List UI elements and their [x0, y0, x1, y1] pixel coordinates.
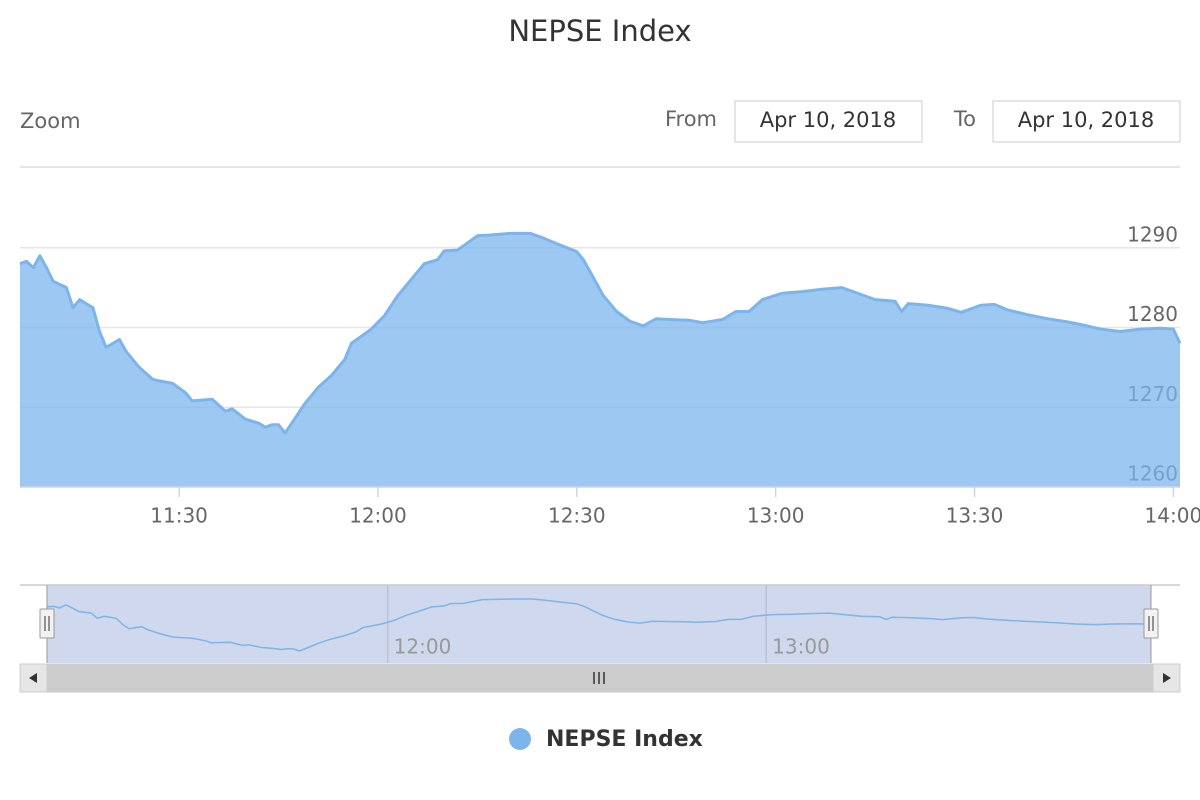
to-date[interactable]: Apr 10, 2018: [1018, 108, 1155, 132]
area-line: [19, 231, 1182, 435]
x-tick-label: 12:00: [349, 504, 407, 528]
to-input[interactable]: [992, 100, 1181, 143]
scroll-left-arrow: [29, 673, 37, 683]
x-tick-label: 12:30: [548, 504, 606, 528]
legend-label[interactable]: NEPSE Index: [546, 727, 703, 752]
navigator-series: [46, 598, 1152, 652]
from-date[interactable]: Apr 10, 2018: [760, 108, 897, 132]
area-fill: [20, 233, 1180, 487]
from-input[interactable]: [734, 100, 923, 143]
navigator-mask: [47, 585, 1151, 663]
x-tick-label: 14:00: [1145, 504, 1200, 528]
y-tick-label: 1290: [1127, 222, 1178, 246]
x-tick-label: 11:30: [150, 504, 208, 528]
to-label: To: [953, 107, 976, 131]
x-tick-label: 13:30: [946, 504, 1004, 528]
chart-title: NEPSE Index: [508, 14, 691, 48]
navigator-tick-label: 13:00: [772, 635, 830, 659]
navigator-handle[interactable]: [1143, 608, 1159, 639]
y-tick-label: 1280: [1127, 302, 1178, 326]
from-label: From: [665, 107, 717, 131]
scroll-right-arrow: [1163, 673, 1171, 683]
zoom-label: Zoom: [20, 109, 81, 133]
navigator-handle[interactable]: [39, 608, 55, 639]
navigator-tick-label: 12:00: [394, 635, 452, 659]
legend-marker[interactable]: [509, 728, 531, 750]
scrollbar-thumb[interactable]: [47, 664, 1154, 692]
x-tick-label: 13:00: [747, 504, 805, 528]
